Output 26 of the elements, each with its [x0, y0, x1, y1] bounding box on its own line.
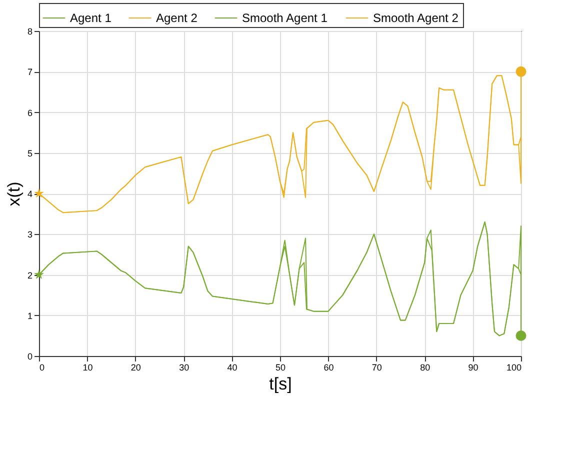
legend-label: Smooth Agent 2 — [373, 11, 459, 25]
x-tick-label: 20 — [130, 362, 141, 372]
x-tick-label: 30 — [179, 362, 190, 372]
legend-label: Agent 1 — [70, 11, 112, 25]
x-tick-label: 0 — [40, 362, 45, 372]
x-tick-label: 40 — [227, 362, 238, 372]
y-tick-label: 4 — [27, 189, 32, 199]
x-tick-label: 50 — [275, 362, 286, 372]
x-tick-label: 80 — [420, 362, 430, 372]
y-tick-label: 2 — [27, 270, 32, 280]
x-tick-label: 90 — [468, 362, 478, 372]
x-axis-title: t[s] — [269, 374, 292, 394]
x-tick-label: 10 — [82, 362, 93, 372]
y-tick-label: 0 — [27, 352, 32, 362]
y-tick-label: 3 — [27, 230, 32, 240]
x-tick-label: 60 — [324, 362, 334, 372]
y-tick-label: 8 — [27, 26, 32, 36]
y-axis-title: x(t) — [4, 182, 24, 206]
legend-label: Agent 2 — [156, 11, 198, 25]
y-tick-label: 5 — [27, 148, 32, 158]
y-tick-label: 6 — [27, 108, 32, 118]
y-tick-label: 1 — [27, 310, 32, 321]
x-tick-label: 70 — [372, 362, 382, 372]
x-tick-label: 100 — [506, 362, 522, 372]
legend-label: Smooth Agent 1 — [242, 11, 328, 25]
y-tick-label: 7 — [27, 67, 32, 78]
